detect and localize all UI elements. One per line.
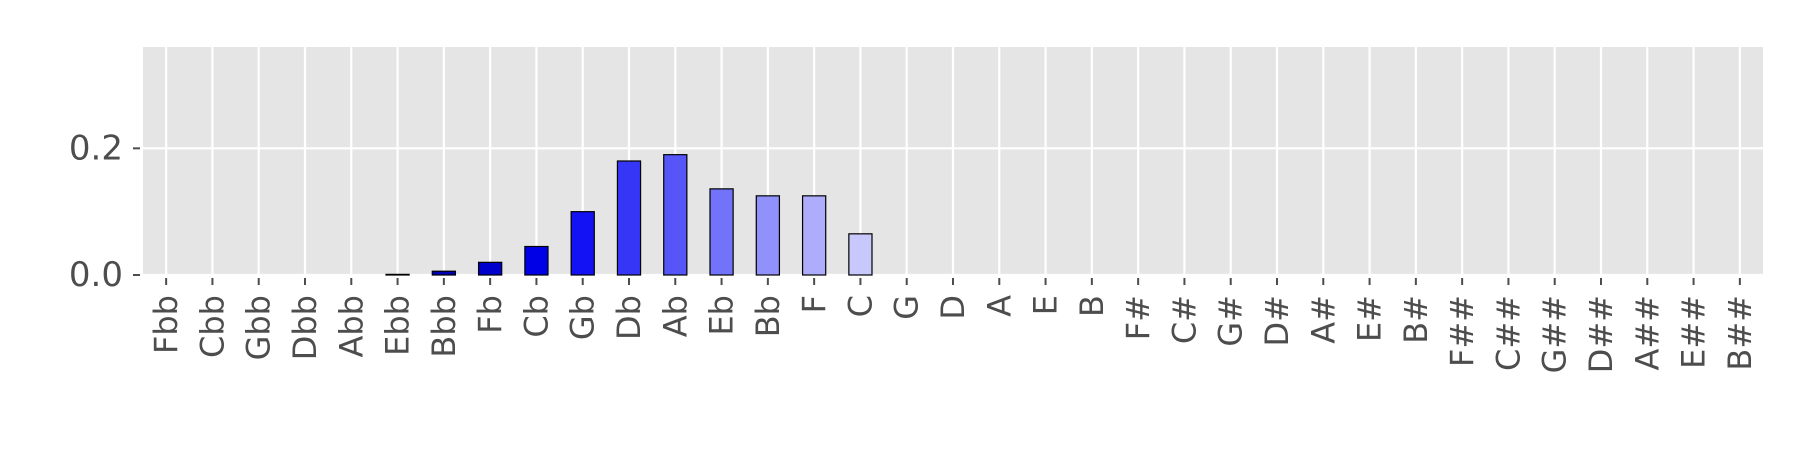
x-tick-label: A# xyxy=(1304,295,1342,344)
bar-Bbb xyxy=(431,270,457,276)
x-tick-label: E xyxy=(1027,295,1065,315)
y-tick-label: 0.0 xyxy=(69,255,123,295)
bar-Ab xyxy=(663,154,688,276)
x-tick-label: C## xyxy=(1489,295,1527,371)
x-tick-label: G xyxy=(888,295,926,320)
x-tick-label: Fbb xyxy=(147,295,185,354)
x-tick-label: A xyxy=(980,295,1018,317)
x-tick-label: B# xyxy=(1397,295,1435,344)
bar-Ebb xyxy=(385,273,410,276)
x-tick-label: Abb xyxy=(332,295,370,358)
x-tick-label: Bb xyxy=(749,295,787,337)
bar-Fb xyxy=(477,261,503,276)
bar-Bb xyxy=(755,195,781,276)
x-tick-label: D## xyxy=(1582,295,1620,373)
x-tick-label: C# xyxy=(1165,295,1203,344)
x-tick-label: Fb xyxy=(471,295,509,334)
x-tick-label: C xyxy=(841,295,879,317)
x-axis: Fbb Cbb Gbb Dbb Abb Ebb Bbb Fb Cb Gb Db Ab Eb Bb F C G D A… xyxy=(147,278,1759,373)
x-tick-label: Ebb xyxy=(379,295,417,356)
x-tick-label: E# xyxy=(1351,295,1389,342)
y-axis: 0.0 0.2 xyxy=(69,128,140,295)
bar-Cb xyxy=(524,245,549,276)
x-tick-label: Cbb xyxy=(193,295,231,358)
x-tick-label: Bbb xyxy=(425,295,463,358)
bar-C xyxy=(848,233,873,276)
x-tick-label: Ab xyxy=(656,295,694,337)
x-tick-label: E## xyxy=(1675,295,1713,369)
bars-layer xyxy=(385,154,873,276)
x-tick-label: Cb xyxy=(517,295,555,338)
x-tick-label: Db xyxy=(610,295,648,340)
x-tick-label: D xyxy=(934,295,972,320)
x-tick-label: B xyxy=(1073,295,1111,317)
x-tick-label: Dbb xyxy=(286,295,324,360)
bar-Eb xyxy=(709,188,734,276)
x-tick-label: G# xyxy=(1212,295,1250,347)
x-tick-label: F xyxy=(795,295,833,313)
x-tick-label: Gbb xyxy=(240,295,278,360)
x-tick-label: Eb xyxy=(703,295,741,336)
x-tick-label: Gb xyxy=(564,295,602,340)
x-tick-label: F## xyxy=(1443,295,1481,367)
y-tick-label: 0.2 xyxy=(69,128,123,168)
x-tick-label: A## xyxy=(1628,295,1666,371)
x-tick-label: D# xyxy=(1258,295,1296,346)
bar-Db xyxy=(616,160,642,276)
x-tick-label: G## xyxy=(1536,295,1574,373)
x-tick-label: F# xyxy=(1119,295,1157,340)
x-tick-label: B## xyxy=(1721,295,1759,371)
bar-Gb xyxy=(570,211,595,276)
bar-F xyxy=(801,195,827,276)
